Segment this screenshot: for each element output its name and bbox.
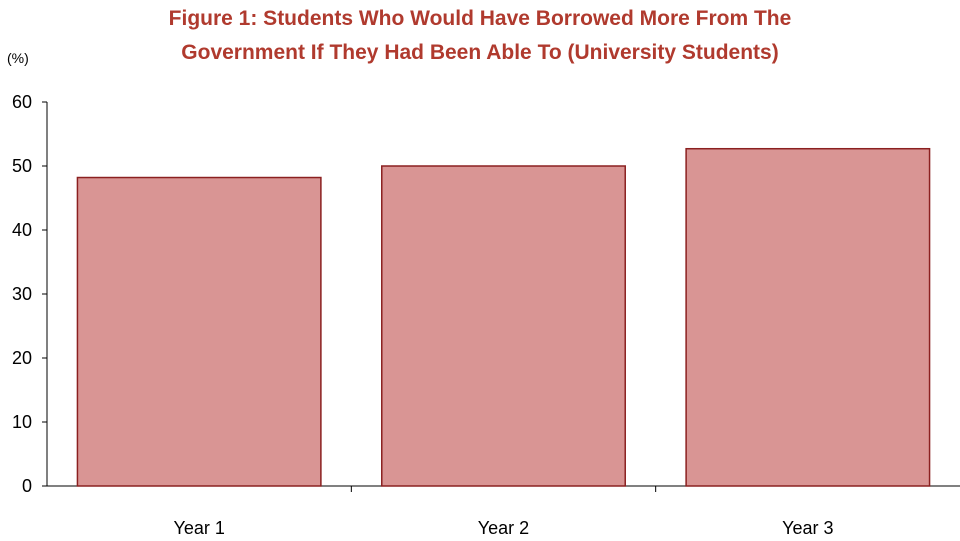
y-axis-unit-label: (%) <box>7 50 29 66</box>
y-tick-label: 60 <box>12 92 32 112</box>
y-tick-label: 40 <box>12 220 32 240</box>
chart-title-line-1: Figure 1: Students Who Would Have Borrow… <box>168 7 792 30</box>
bar-year-1 <box>76 176 322 487</box>
y-tick-label: 0 <box>22 476 32 496</box>
y-tick-label: 10 <box>12 412 32 432</box>
y-tick-label: 30 <box>12 284 32 304</box>
y-tick-label: 50 <box>12 156 32 176</box>
x-category-label: Year 1 <box>173 518 224 538</box>
chart-title-line-2: Government If They Had Been Able To (Uni… <box>181 41 779 64</box>
y-tick-label: 20 <box>12 348 32 368</box>
chart-title: Figure 1: Students Who Would Have Borrow… <box>0 2 960 70</box>
x-category-label: Year 3 <box>782 518 833 538</box>
x-category-label: Year 2 <box>478 518 529 538</box>
bar-year-3 <box>685 147 931 487</box>
bar-year-2 <box>381 165 626 487</box>
